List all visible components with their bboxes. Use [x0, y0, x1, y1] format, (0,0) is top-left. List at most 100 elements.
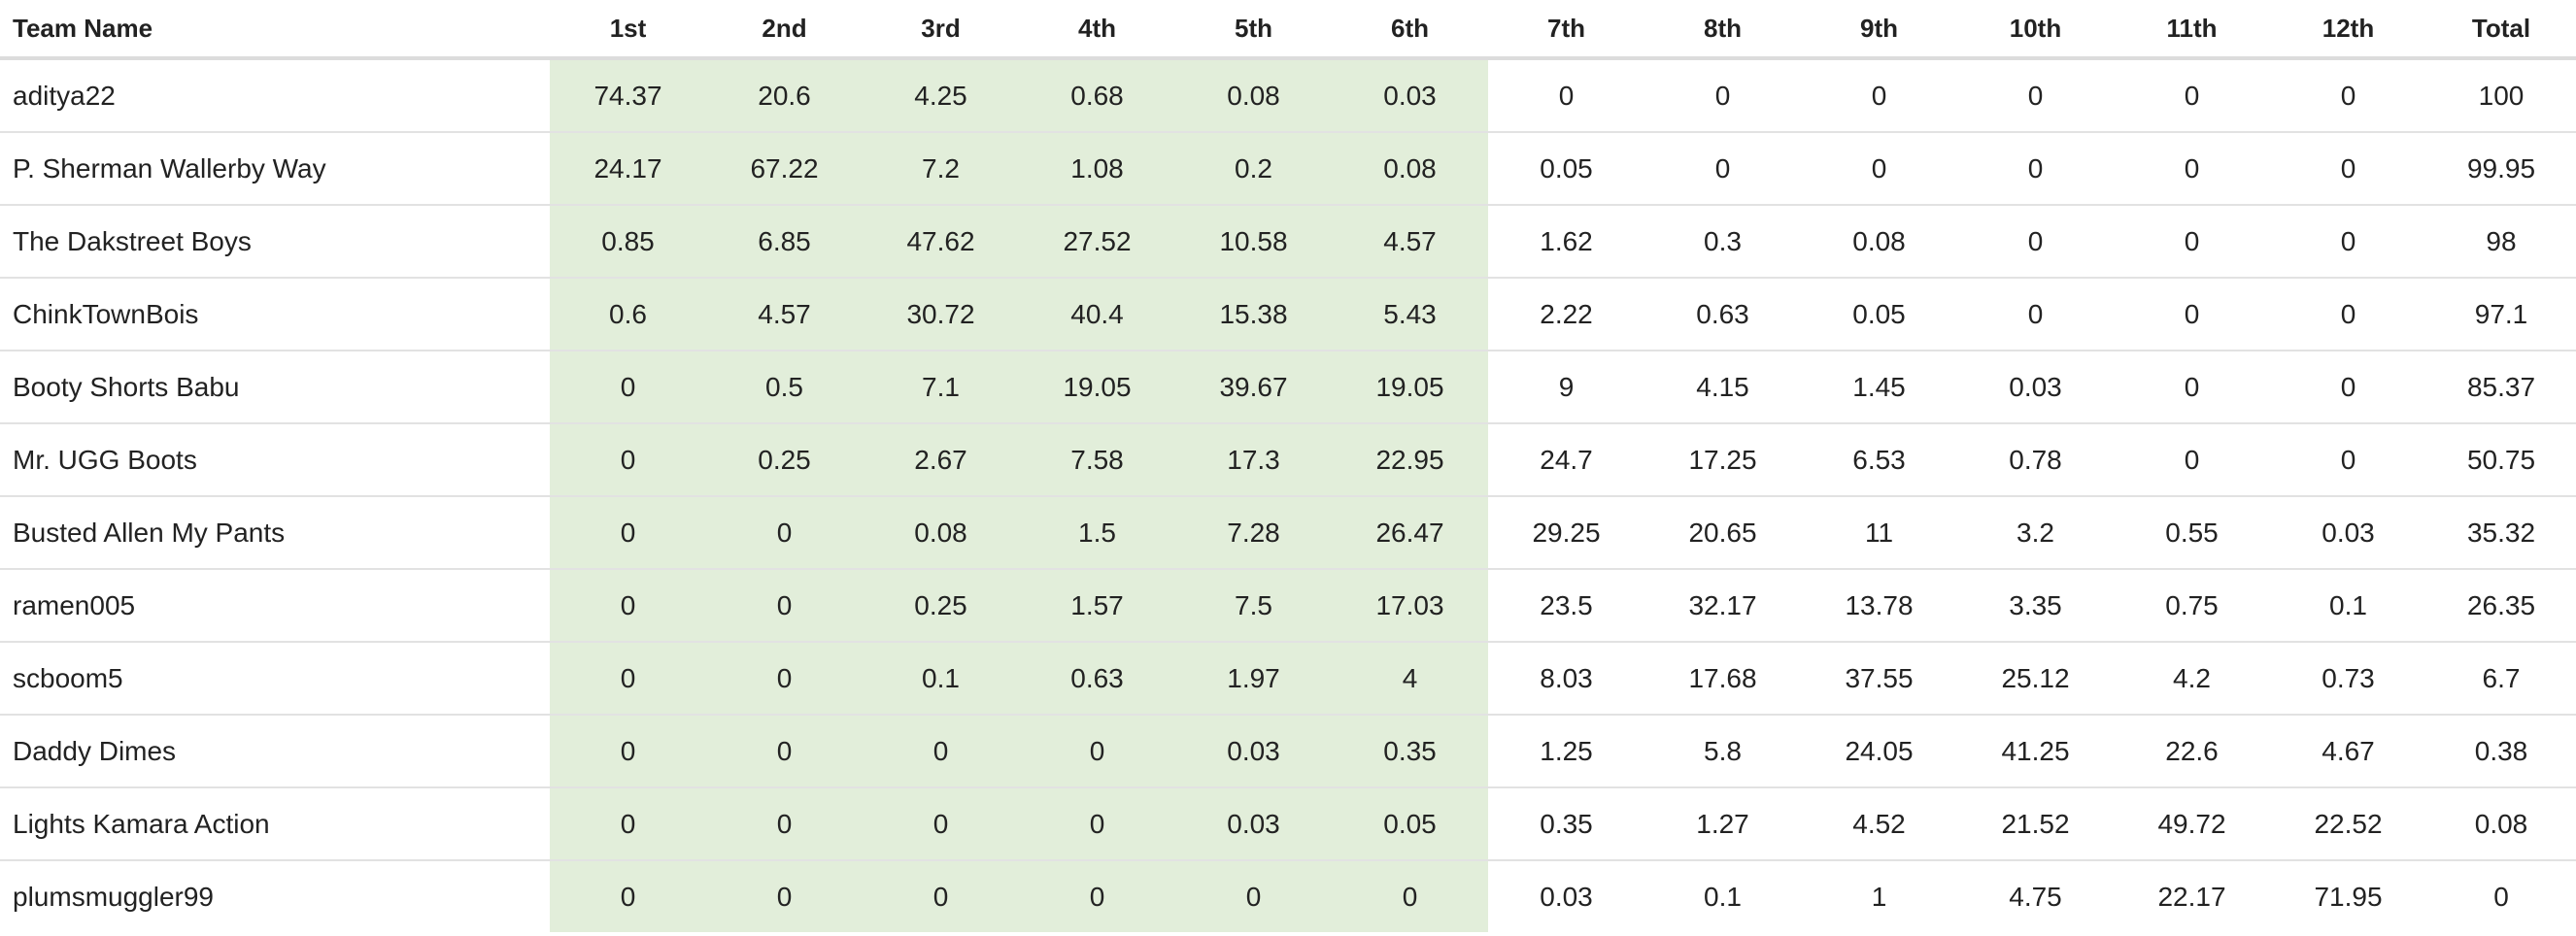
- cell-9th: 37.55: [1801, 641, 1957, 715]
- cell-7th: 0: [1488, 57, 1644, 132]
- cell-total: 26.35: [2426, 568, 2576, 642]
- cell-11th: 0.75: [2114, 568, 2270, 642]
- header-row: Team Name 1st 2nd 3rd 4th 5th 6th 7th 8t…: [0, 0, 2576, 60]
- team-name-cell: Mr. UGG Boots: [0, 422, 550, 496]
- cell-total: 97.1: [2426, 277, 2576, 351]
- cell-12th: 0: [2270, 204, 2426, 278]
- team-name-cell: Daddy Dimes: [0, 714, 550, 787]
- cell-total: 6.7: [2426, 641, 2576, 715]
- cell-10th: 0.78: [1957, 422, 2114, 496]
- cell-4th: 1.57: [1019, 568, 1175, 642]
- cell-4th: 1.08: [1019, 131, 1175, 205]
- cell-12th: 71.95: [2270, 859, 2426, 932]
- column-header-total[interactable]: Total: [2426, 0, 2576, 60]
- cell-5th: 39.67: [1175, 350, 1332, 423]
- team-name-cell: scboom5: [0, 641, 550, 715]
- cell-3rd: 7.2: [863, 131, 1019, 205]
- cell-9th: 13.78: [1801, 568, 1957, 642]
- cell-7th: 1.25: [1488, 714, 1644, 787]
- cell-11th: 0: [2114, 131, 2270, 205]
- column-header-4th[interactable]: 4th: [1019, 0, 1175, 60]
- cell-12th: 0: [2270, 422, 2426, 496]
- cell-4th: 27.52: [1019, 204, 1175, 278]
- table-row: Booty Shorts Babu 0 0.5 7.1 19.05 39.67 19.05 9…: [0, 350, 2576, 423]
- cell-4th: 0.63: [1019, 641, 1175, 715]
- column-header-3rd[interactable]: 3rd: [863, 0, 1019, 60]
- column-header-6th[interactable]: 6th: [1332, 0, 1488, 60]
- cell-6th: 0.08: [1332, 131, 1488, 205]
- cell-total: 100: [2426, 57, 2576, 132]
- column-header-team-name[interactable]: Team Name: [0, 0, 550, 60]
- cell-6th: 0.05: [1332, 786, 1488, 860]
- cell-total: 98: [2426, 204, 2576, 278]
- cell-12th: 0: [2270, 350, 2426, 423]
- cell-11th: 4.2: [2114, 641, 2270, 715]
- cell-7th: 1.62: [1488, 204, 1644, 278]
- cell-10th: 0: [1957, 131, 2114, 205]
- team-name-cell: Busted Allen My Pants: [0, 495, 550, 569]
- cell-total: 85.37: [2426, 350, 2576, 423]
- column-header-5th[interactable]: 5th: [1175, 0, 1332, 60]
- cell-9th: 0.05: [1801, 277, 1957, 351]
- cell-4th: 0: [1019, 786, 1175, 860]
- team-name-cell: aditya22: [0, 57, 550, 132]
- cell-5th: 15.38: [1175, 277, 1332, 351]
- cell-1st: 74.37: [550, 57, 706, 132]
- column-header-1st[interactable]: 1st: [550, 0, 706, 60]
- cell-8th: 0.3: [1644, 204, 1801, 278]
- column-header-10th[interactable]: 10th: [1957, 0, 2114, 60]
- cell-5th: 17.3: [1175, 422, 1332, 496]
- cell-2nd: 67.22: [706, 131, 863, 205]
- cell-7th: 0.05: [1488, 131, 1644, 205]
- cell-12th: 22.52: [2270, 786, 2426, 860]
- cell-5th: 0.03: [1175, 714, 1332, 787]
- column-header-2nd[interactable]: 2nd: [706, 0, 863, 60]
- team-name-cell: Booty Shorts Babu: [0, 350, 550, 423]
- cell-4th: 40.4: [1019, 277, 1175, 351]
- cell-1st: 0: [550, 422, 706, 496]
- cell-10th: 3.35: [1957, 568, 2114, 642]
- cell-12th: 0.73: [2270, 641, 2426, 715]
- cell-2nd: 0.25: [706, 422, 863, 496]
- cell-2nd: 0: [706, 641, 863, 715]
- cell-8th: 17.68: [1644, 641, 1801, 715]
- cell-6th: 0.35: [1332, 714, 1488, 787]
- table-row: Daddy Dimes 0 0 0 0 0.03 0.35 1.25 5.8 24.05 41.25…: [0, 714, 2576, 787]
- cell-6th: 5.43: [1332, 277, 1488, 351]
- cell-total: 35.32: [2426, 495, 2576, 569]
- cell-7th: 0.35: [1488, 786, 1644, 860]
- cell-4th: 0.68: [1019, 57, 1175, 132]
- cell-5th: 1.97: [1175, 641, 1332, 715]
- cell-4th: 7.58: [1019, 422, 1175, 496]
- table-row: Mr. UGG Boots 0 0.25 2.67 7.58 17.3 22.95 24.7 1…: [0, 422, 2576, 496]
- cell-3rd: 7.1: [863, 350, 1019, 423]
- cell-3rd: 47.62: [863, 204, 1019, 278]
- column-header-11th[interactable]: 11th: [2114, 0, 2270, 60]
- cell-2nd: 0.5: [706, 350, 863, 423]
- cell-6th: 19.05: [1332, 350, 1488, 423]
- cell-2nd: 0: [706, 859, 863, 932]
- cell-1st: 0: [550, 641, 706, 715]
- cell-3rd: 0.1: [863, 641, 1019, 715]
- table-row: aditya22 74.37 20.6 4.25 0.68 0.08 0.03 0 0 0 0 0 0 1…: [0, 57, 2576, 132]
- cell-1st: 0: [550, 714, 706, 787]
- cell-10th: 4.75: [1957, 859, 2114, 932]
- cell-9th: 0: [1801, 131, 1957, 205]
- cell-3rd: 2.67: [863, 422, 1019, 496]
- cell-1st: 0: [550, 859, 706, 932]
- column-header-7th[interactable]: 7th: [1488, 0, 1644, 60]
- cell-8th: 1.27: [1644, 786, 1801, 860]
- column-header-12th[interactable]: 12th: [2270, 0, 2426, 60]
- cell-5th: 7.28: [1175, 495, 1332, 569]
- cell-9th: 1: [1801, 859, 1957, 932]
- column-header-8th[interactable]: 8th: [1644, 0, 1801, 60]
- cell-4th: 19.05: [1019, 350, 1175, 423]
- column-header-9th[interactable]: 9th: [1801, 0, 1957, 60]
- cell-3rd: 0.25: [863, 568, 1019, 642]
- team-name-cell: ramen005: [0, 568, 550, 642]
- cell-12th: 0: [2270, 57, 2426, 132]
- cell-5th: 0.08: [1175, 57, 1332, 132]
- cell-7th: 2.22: [1488, 277, 1644, 351]
- cell-8th: 4.15: [1644, 350, 1801, 423]
